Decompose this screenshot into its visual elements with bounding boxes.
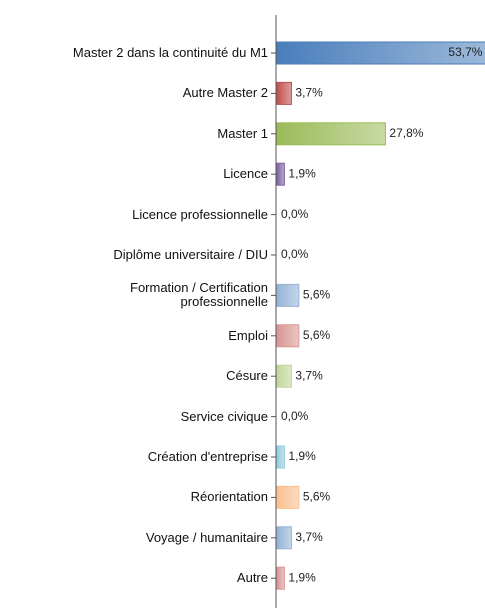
category-label: Autre Master 2 <box>182 85 268 101</box>
value-label: 3,7% <box>295 530 323 544</box>
value-label: 5,6% <box>303 490 331 504</box>
bar <box>276 445 285 469</box>
bar <box>276 41 485 65</box>
bar <box>276 122 386 146</box>
category-label: Emploi <box>228 327 268 343</box>
category-label: Voyage / humanitaire <box>145 529 268 545</box>
value-label: 3,7% <box>295 86 323 100</box>
category-label: Autre <box>236 570 268 586</box>
value-label: 1,9% <box>288 166 316 180</box>
category-label: Formation / Certification professionnell… <box>130 280 268 310</box>
value-label: 5,6% <box>303 288 331 302</box>
bar <box>276 485 300 509</box>
value-label: 1,9% <box>288 449 316 463</box>
bar <box>276 324 300 348</box>
bar <box>276 162 285 186</box>
category-label: Diplôme universitaire / DIU <box>113 247 268 262</box>
category-label: Césure <box>226 368 268 384</box>
bar <box>276 283 300 307</box>
value-label: 0,0% <box>281 247 309 261</box>
value-label: 1,9% <box>288 570 316 584</box>
category-label: Master 1 <box>217 125 268 141</box>
bar <box>276 566 285 590</box>
category-label: Licence professionnelle <box>132 206 268 222</box>
value-label: 5,6% <box>303 328 331 342</box>
category-label: Réorientation <box>190 489 268 505</box>
category-label: Licence <box>223 166 268 182</box>
bar <box>276 81 292 105</box>
category-label: Création d'entreprise <box>147 449 268 464</box>
value-label: 0,0% <box>281 409 309 423</box>
bar <box>276 526 292 550</box>
value-label: 0,0% <box>281 207 309 221</box>
value-label: 27,8% <box>389 126 423 140</box>
value-label: 3,7% <box>295 368 323 382</box>
value-label: 53,7% <box>448 45 482 59</box>
category-label: Service civique <box>180 408 268 424</box>
category-label: Master 2 dans la continuité du M1 <box>72 45 268 60</box>
bar <box>276 364 292 388</box>
